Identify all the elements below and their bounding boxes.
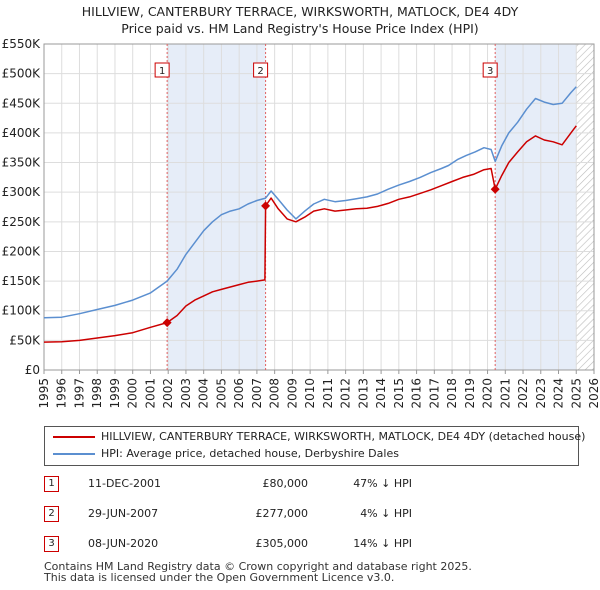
y-tick-label: £50K — [9, 333, 41, 347]
x-tick-label: 2009 — [285, 378, 299, 409]
y-tick-label: £300K — [2, 185, 42, 199]
sale-point-diamond — [490, 184, 500, 194]
sale-hpi-diff: 14% ↓ HPI — [353, 537, 412, 550]
sale-row-2: 2 29-JUN-2007 £277,000 4% ↓ HPI — [44, 504, 444, 524]
shaded-range — [167, 44, 266, 370]
x-tick-label: 2008 — [268, 378, 282, 409]
x-tick-label: 2024 — [552, 378, 566, 409]
sale-row-3: 3 08-JUN-2020 £305,000 14% ↓ HPI — [44, 534, 444, 554]
x-tick-label: 2020 — [481, 378, 495, 409]
footer-line-2: This data is licensed under the Open Gov… — [44, 571, 395, 584]
sale-price: £80,000 — [262, 477, 309, 490]
sale-number-badge: 1 — [44, 476, 59, 492]
y-tick-label: £400K — [2, 126, 42, 140]
legend-label-property: HILLVIEW, CANTERBURY TERRACE, WIRKSWORTH… — [101, 430, 586, 443]
hatched-region — [576, 44, 594, 370]
x-tick-label: 1999 — [108, 378, 122, 409]
x-tick-label: 2016 — [410, 378, 424, 409]
y-tick-label: £350K — [2, 156, 42, 170]
y-tick-label: £500K — [2, 67, 42, 81]
sale-number-badge: 3 — [44, 536, 59, 552]
x-tick-label: 2025 — [569, 378, 583, 409]
y-tick-label: £200K — [2, 244, 42, 258]
x-tick-label: 2003 — [179, 378, 193, 409]
sale-date: 08-JUN-2020 — [88, 537, 159, 550]
series-line-property — [43, 125, 577, 343]
title-line-2: Price paid vs. HM Land Registry's House … — [121, 21, 479, 36]
x-tick-label: 2012 — [339, 378, 353, 409]
x-tick-label: 1997 — [72, 378, 86, 409]
x-tick-label: 2013 — [356, 378, 370, 409]
sale-price: £277,000 — [255, 507, 309, 520]
legend-swatch-hpi — [53, 453, 95, 455]
x-tick-label: 2005 — [214, 378, 228, 409]
x-tick-label: 2026 — [587, 378, 600, 409]
footer-line-1: Contains HM Land Registry data © Crown c… — [44, 560, 472, 573]
title-line-1: HILLVIEW, CANTERBURY TERRACE, WIRKSWORTH… — [81, 4, 519, 19]
sale-marker-label: 1 — [159, 66, 165, 77]
sale-point-diamond — [162, 318, 172, 328]
shaded-range — [495, 44, 577, 370]
x-tick-label: 2015 — [392, 378, 406, 409]
y-tick-label: £150K — [2, 274, 42, 288]
x-tick-label: 2010 — [303, 378, 317, 409]
x-tick-label: 2007 — [250, 378, 264, 409]
sale-marker-box — [482, 62, 498, 78]
sale-date: 29-JUN-2007 — [88, 507, 159, 520]
y-tick-label: £550K — [2, 37, 42, 51]
series-line-hpi — [43, 86, 577, 319]
legend-swatch-property — [53, 436, 95, 438]
x-tick-label: 2002 — [161, 378, 175, 409]
footer-attribution: Contains HM Land Registry data © Crown c… — [44, 561, 472, 583]
sale-row-1: 1 11-DEC-2001 £80,000 47% ↓ HPI — [44, 474, 444, 494]
x-tick-label: 1995 — [37, 378, 51, 409]
sale-hpi-diff: 4% ↓ HPI — [360, 507, 412, 520]
sale-point-diamond — [261, 201, 271, 211]
plot-frame — [43, 43, 595, 371]
x-tick-label: 2019 — [463, 378, 477, 409]
x-tick-label: 2018 — [445, 378, 459, 409]
sale-marker-label: 3 — [487, 66, 493, 77]
sale-hpi-diff: 47% ↓ HPI — [353, 477, 412, 490]
legend-label-hpi: HPI: Average price, detached house, Derb… — [101, 447, 399, 460]
sale-marker-label: 2 — [257, 66, 263, 77]
sale-marker-box — [154, 62, 170, 78]
x-tick-label: 2021 — [498, 378, 512, 409]
y-tick-label: £100K — [2, 304, 42, 318]
legend: HILLVIEW, CANTERBURY TERRACE, WIRKSWORTH… — [44, 426, 585, 466]
x-tick-label: 2001 — [143, 378, 157, 409]
x-tick-label: 2004 — [197, 378, 211, 409]
sale-price: £305,000 — [255, 537, 309, 550]
price-chart: £0 £50K £100K £150K £200K £250K £300K £350K £400… — [2, 37, 600, 409]
y-tick-label: £0 — [25, 363, 40, 377]
sale-date: 11-DEC-2001 — [88, 477, 162, 490]
chart-title: HILLVIEW, CANTERBURY TERRACE, WIRKSWORTH… — [0, 3, 600, 37]
x-tick-label: 2022 — [516, 378, 530, 409]
x-tick-label: 2017 — [427, 378, 441, 409]
y-tick-label: £450K — [2, 96, 42, 110]
x-tick-label: 2023 — [534, 378, 548, 409]
x-tick-label: 2011 — [321, 378, 335, 409]
x-tick-label: 1996 — [55, 378, 69, 409]
x-tick-label: 2006 — [232, 378, 246, 409]
y-tick-label: £250K — [2, 215, 42, 229]
sale-number-badge: 2 — [44, 506, 59, 522]
x-tick-label: 1998 — [90, 378, 104, 409]
x-tick-label: 2000 — [126, 378, 140, 409]
x-tick-label: 2014 — [374, 378, 388, 409]
sale-marker-box — [253, 62, 269, 78]
